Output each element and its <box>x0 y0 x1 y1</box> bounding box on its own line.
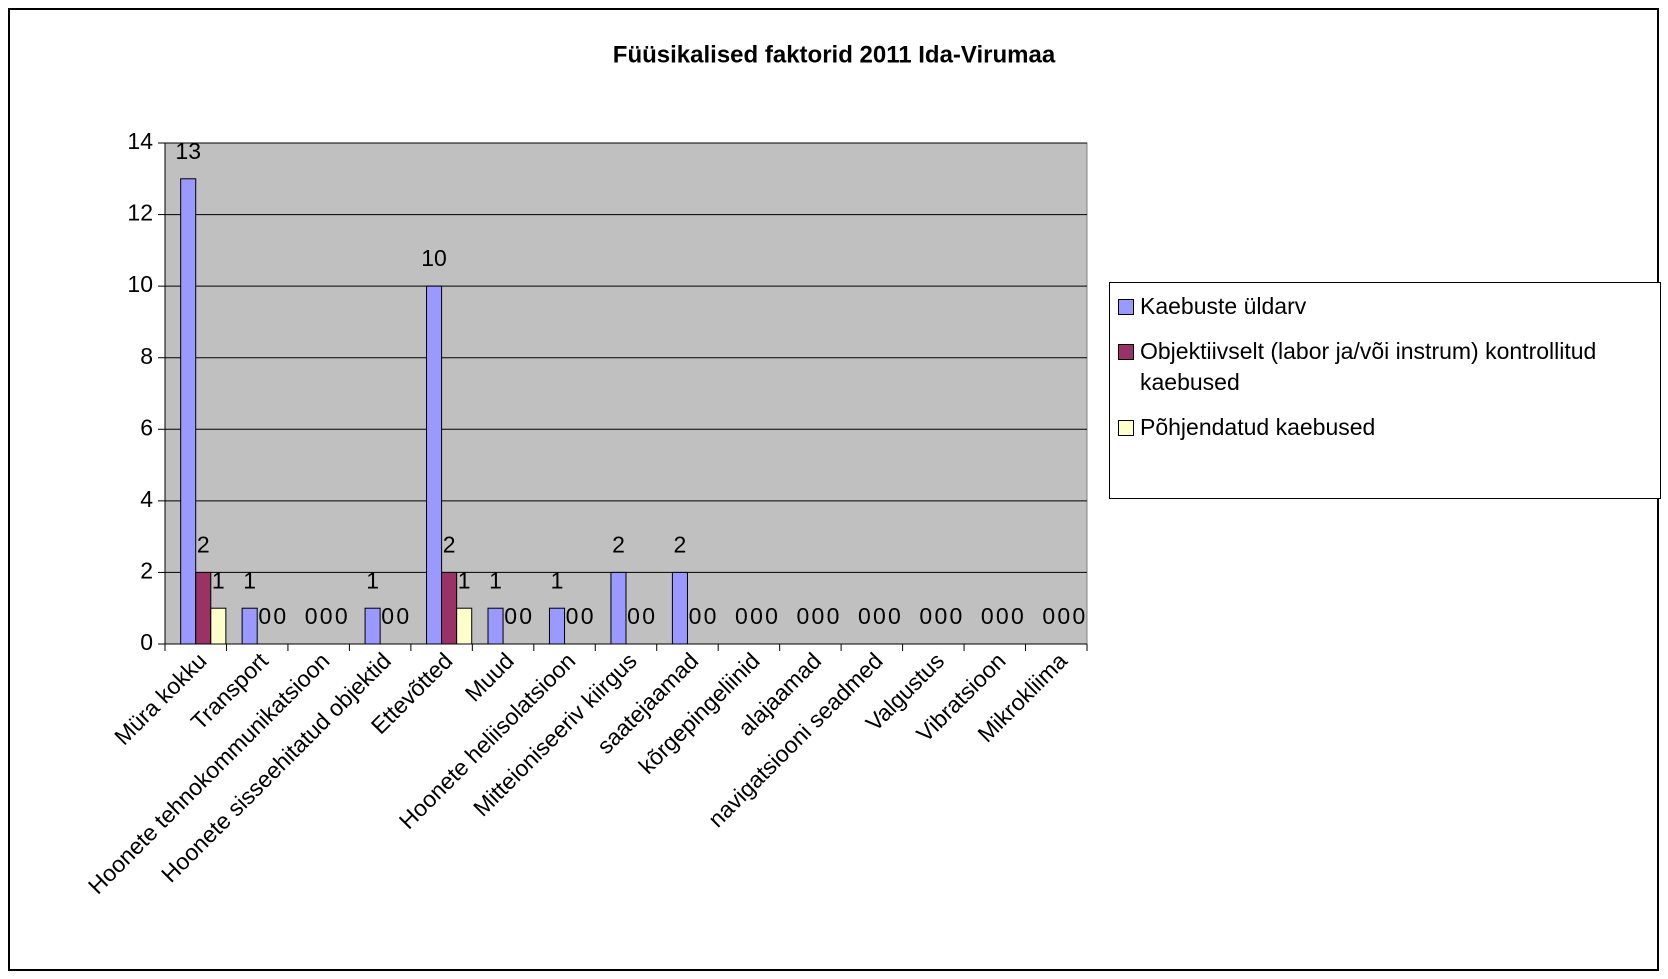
legend-item: Põhjendatud kaebused <box>1118 412 1652 443</box>
data-label: 2 <box>443 532 456 558</box>
bar <box>241 607 258 645</box>
data-label: 0 <box>320 603 333 629</box>
legend-label: Põhjendatud kaebused <box>1140 414 1376 440</box>
data-label: 0 <box>519 603 532 629</box>
data-label: 1 <box>366 567 379 593</box>
x-tick-label: Hoonete tehnokommunikatsioon <box>83 647 335 899</box>
legend-label: Objektiivselt (labor ja/või instrum) kon… <box>1140 338 1597 395</box>
data-label: 0 <box>827 603 840 629</box>
data-label: 1 <box>243 567 256 593</box>
data-label: 0 <box>305 603 318 629</box>
data-label: 0 <box>1072 603 1085 629</box>
y-tick-label: 0 <box>140 629 153 655</box>
x-tick-label: Müra kokku <box>109 647 211 749</box>
legend-item: Objektiivselt (labor ja/või instrum) kon… <box>1118 336 1652 398</box>
bar <box>364 607 381 645</box>
bar <box>456 607 473 645</box>
bar <box>548 607 566 645</box>
data-label: 0 <box>919 603 932 629</box>
data-label: 0 <box>1042 603 1055 629</box>
data-label: 0 <box>858 603 871 629</box>
data-label: 0 <box>627 603 640 629</box>
data-label: 0 <box>812 603 825 629</box>
bar <box>671 571 688 645</box>
data-label: 0 <box>335 603 348 629</box>
data-label: 0 <box>1011 603 1024 629</box>
y-tick-label: 14 <box>127 128 153 154</box>
data-label: 0 <box>581 603 594 629</box>
data-label: 0 <box>273 603 286 629</box>
y-tick-label: 12 <box>127 200 153 226</box>
bar <box>180 178 197 645</box>
data-label: 1 <box>212 567 225 593</box>
data-label: 0 <box>689 603 702 629</box>
data-label: 2 <box>674 532 687 558</box>
chart-title: Füüsikalised faktorid 2011 Ida-Virumaa <box>613 41 1056 68</box>
data-label: 0 <box>735 603 748 629</box>
legend: Kaebuste üldarv Objektiivselt (labor ja/v… <box>1109 282 1661 499</box>
bar <box>610 571 627 645</box>
data-label: 0 <box>381 603 394 629</box>
data-label: 0 <box>996 603 1009 629</box>
y-tick-label: 8 <box>140 343 153 369</box>
data-label: 0 <box>566 603 579 629</box>
data-label: 0 <box>981 603 994 629</box>
data-label: 1 <box>551 567 564 593</box>
data-label: 1 <box>489 567 502 593</box>
data-label: 0 <box>873 603 886 629</box>
data-label: 0 <box>750 603 763 629</box>
data-label: 2 <box>197 532 210 558</box>
y-tick-label: 10 <box>127 271 153 297</box>
bar <box>441 571 458 645</box>
data-label: 0 <box>258 603 271 629</box>
data-label: 0 <box>504 603 517 629</box>
legend-swatch <box>1118 420 1134 436</box>
data-label: 0 <box>888 603 901 629</box>
y-tick-label: 6 <box>140 414 153 440</box>
data-label: 0 <box>396 603 409 629</box>
data-label: 0 <box>704 603 717 629</box>
data-label: 0 <box>934 603 947 629</box>
data-label: 10 <box>421 245 447 271</box>
data-label: 13 <box>175 138 201 164</box>
data-label: 1 <box>458 567 471 593</box>
legend-swatch <box>1118 299 1134 315</box>
bar <box>487 607 504 645</box>
legend-label: Kaebuste üldarv <box>1140 293 1307 319</box>
bar <box>195 571 212 645</box>
bar <box>426 285 443 645</box>
legend-swatch <box>1118 344 1134 360</box>
data-label: 0 <box>950 603 963 629</box>
data-label: 0 <box>642 603 655 629</box>
y-tick-label: 4 <box>140 486 153 512</box>
plot-area <box>164 142 1088 645</box>
legend-item: Kaebuste üldarv <box>1118 291 1652 322</box>
data-label: 0 <box>796 603 809 629</box>
bar <box>210 607 227 645</box>
x-tick-label: Muud <box>460 647 519 706</box>
data-label: 2 <box>612 532 625 558</box>
data-label: 0 <box>765 603 778 629</box>
data-label: 0 <box>1057 603 1070 629</box>
y-tick-label: 2 <box>140 558 153 584</box>
